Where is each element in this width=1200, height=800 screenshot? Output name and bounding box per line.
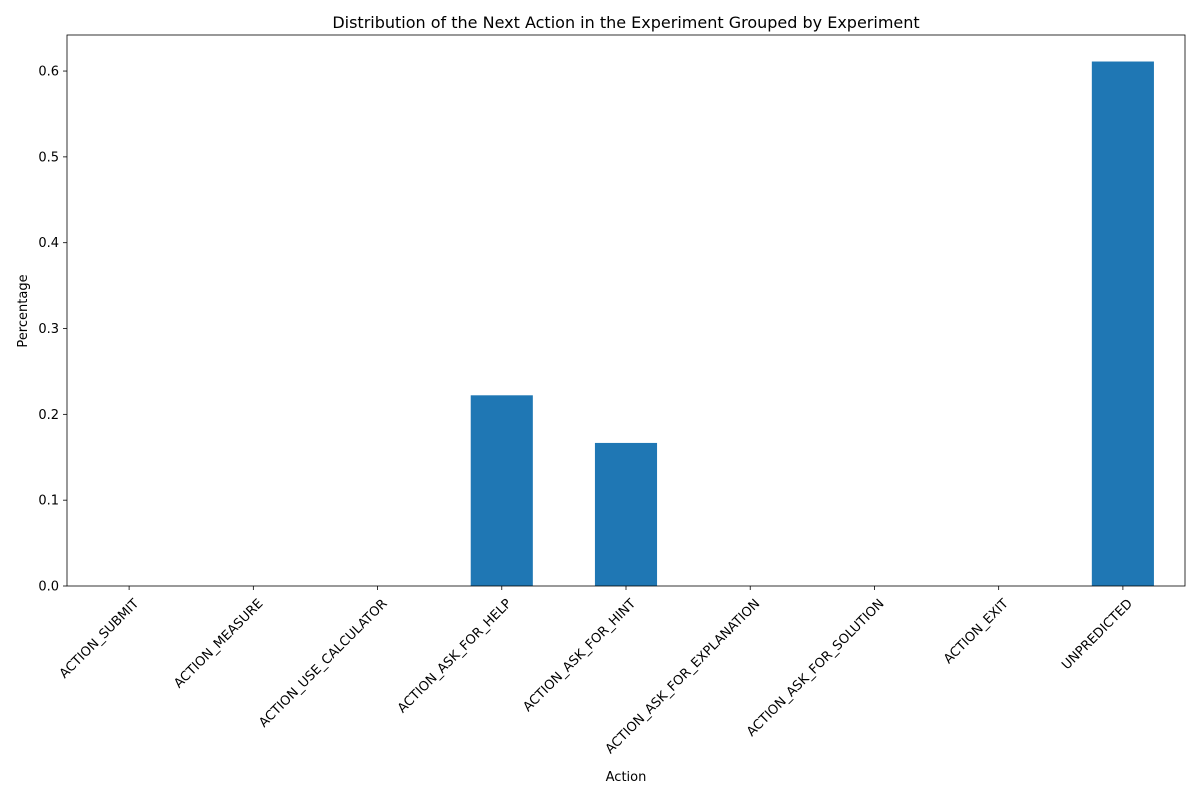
x-tick-label: ACTION_ASK_FOR_EXPLANATION — [603, 596, 764, 757]
y-axis: 0.0 0.1 0.2 0.3 0.4 0.5 0.6 — [38, 65, 67, 595]
y-tick-label: 0.0 — [38, 580, 59, 595]
x-axis-label: Action — [606, 770, 647, 785]
chart-title: Distribution of the Next Action in the E… — [332, 13, 919, 32]
y-tick-label: 0.3 — [38, 322, 59, 337]
axes-frame — [66, 34, 1186, 587]
bar-action-ask-for-help — [470, 395, 533, 586]
bar-action-ask-for-hint — [594, 442, 658, 586]
x-tick-label: ACTION_MEASURE — [171, 596, 266, 691]
x-tick-label: ACTION_ASK_FOR_HELP — [395, 596, 515, 716]
x-axis: ACTION_SUBMIT ACTION_MEASUREACTION_USE_CA… — [57, 586, 1136, 757]
y-tick-label: 0.1 — [38, 494, 59, 509]
plot-area — [470, 61, 1154, 586]
x-tick-label: ACTION_EXIT — [941, 596, 1012, 667]
y-tick-label: 0.5 — [38, 150, 59, 165]
x-tick-label: ACTION_ASK_FOR_SOLUTION — [744, 596, 887, 739]
x-tick-label: UNPREDICTED — [1059, 596, 1136, 673]
x-tick-label: ACTION_ASK_FOR_HINT — [520, 596, 639, 715]
x-tick-label: ACTION_USE_CALCULATOR — [256, 596, 390, 730]
y-axis-label: Percentage — [16, 274, 31, 347]
y-tick-label: 0.4 — [38, 236, 59, 251]
x-tick-label: ACTION_SUBMIT — [57, 596, 142, 681]
y-tick-label: 0.6 — [38, 65, 59, 80]
bar-unpredicted — [1091, 61, 1154, 586]
y-tick-label: 0.2 — [38, 408, 59, 423]
